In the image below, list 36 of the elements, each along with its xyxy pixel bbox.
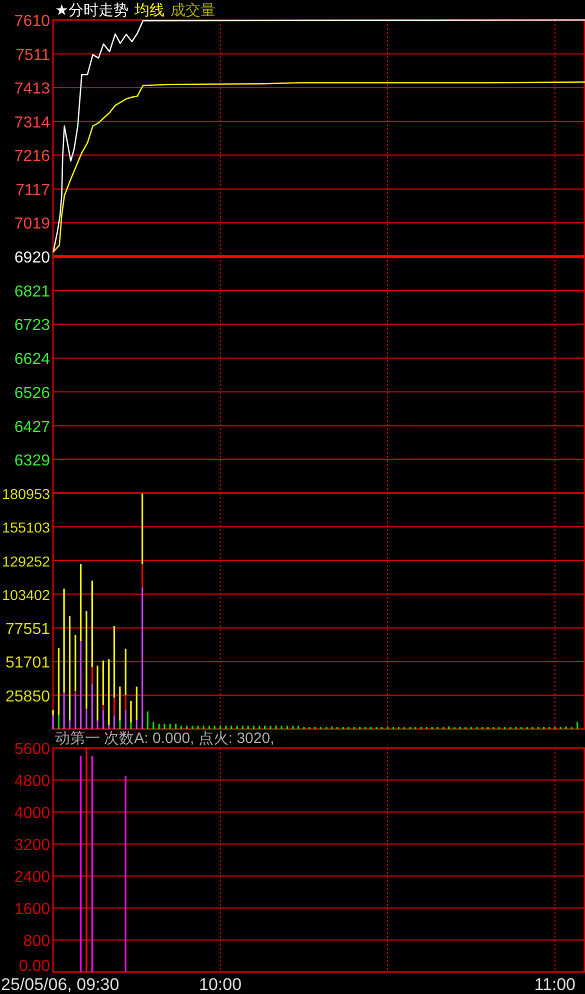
x-tick-label: 10:00 [199, 975, 242, 994]
y-tick-label: 7511 [16, 46, 50, 64]
series-label: ★分时走势 [55, 2, 128, 19]
x-tick-label: 11:00 [534, 975, 576, 994]
x-tick-label: 25/05/06, 09:30 [1, 975, 120, 994]
y-tick-label: 6427 [14, 418, 50, 436]
y-tick-label: 6821 [14, 284, 50, 301]
y-tick-label: 2400 [14, 869, 50, 886]
y-tick-label: 7117 [16, 182, 50, 200]
y-tick-label: 5600 [14, 741, 50, 758]
y-tick-label: 7216 [14, 148, 50, 166]
y-tick-label: 6624 [14, 351, 50, 368]
y-tick-label: 4000 [14, 805, 50, 822]
text: 均线 [133, 2, 164, 19]
y-tick-label: 155103 [2, 520, 50, 537]
y-tick-label: 6920 [14, 250, 50, 267]
y-tick-label: 180953 [2, 487, 50, 503]
y-tick-label: 7314 [14, 114, 50, 132]
y-tick-label: 6329 [14, 452, 50, 470]
y-tick-label: 1600 [14, 901, 50, 918]
y-tick-label: 51701 [6, 654, 50, 672]
y-tick-label: 7019 [14, 216, 50, 233]
y-tick-label: 7413 [14, 80, 50, 98]
y-tick-label: 3200 [14, 837, 50, 854]
y-tick-label: 103402 [2, 588, 50, 604]
y-tick-label: 800 [23, 933, 50, 950]
text: 成交量 [170, 2, 216, 19]
y-tick-label: 6526 [14, 384, 50, 402]
chart-title: 动第一 次数A: 0.000, 点火: 3020, [55, 730, 274, 747]
y-tick-label: 7610 [14, 13, 50, 30]
y-tick-label: 25850 [6, 688, 50, 706]
y-tick-label: 129252 [2, 554, 50, 570]
y-tick-label: 77551 [6, 620, 50, 638]
y-tick-label: 4800 [14, 773, 50, 790]
y-tick-label: 6723 [14, 317, 50, 334]
y-tick-label: 0.00 [18, 958, 50, 975]
